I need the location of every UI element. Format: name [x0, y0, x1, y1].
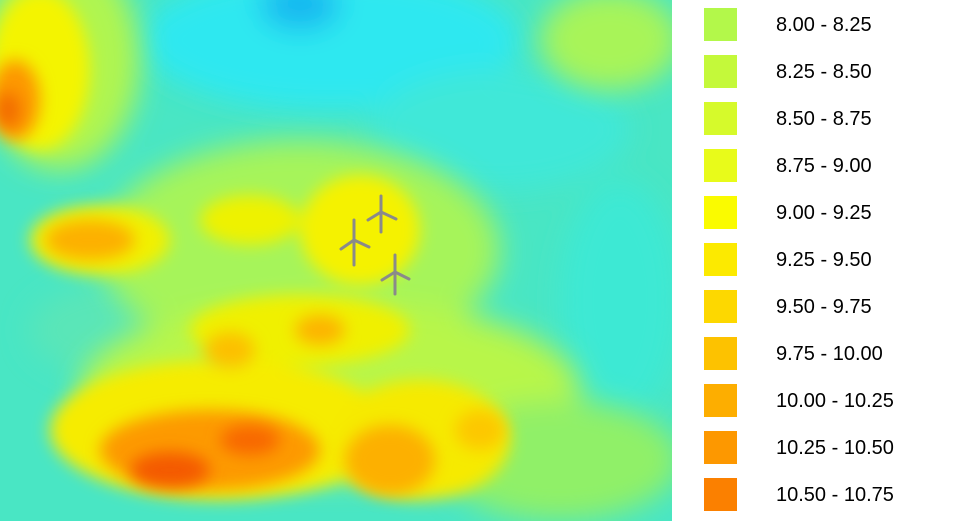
legend-label: 9.25 - 9.50 [776, 249, 872, 271]
legend-swatch [704, 102, 737, 135]
wind-turbine-icon[interactable] [380, 253, 411, 296]
legend-item: 8.00 - 8.25 [704, 8, 964, 42]
legend-label: 8.50 - 8.75 [776, 108, 872, 130]
legend-swatch [704, 8, 737, 41]
legend-swatch [704, 55, 737, 88]
legend-item: 8.75 - 9.00 [704, 149, 964, 183]
legend-item: 9.25 - 9.50 [704, 243, 964, 277]
legend-label: 10.50 - 10.75 [776, 484, 894, 506]
legend-swatch [704, 431, 737, 464]
legend-item: 9.50 - 9.75 [704, 290, 964, 324]
legend-swatch [704, 196, 737, 229]
legend-item: 10.00 - 10.25 [704, 384, 964, 418]
wind-turbine-icon[interactable] [339, 218, 371, 267]
legend-item: 9.75 - 10.00 [704, 337, 964, 371]
map-raster [0, 0, 672, 521]
legend: 8.00 - 8.25 8.25 - 8.50 8.50 - 8.75 8.75… [672, 0, 979, 521]
legend-swatch [704, 243, 737, 276]
legend-swatch [704, 149, 737, 182]
wind-speed-map[interactable] [0, 0, 672, 521]
legend-swatch [704, 290, 737, 323]
legend-label: 10.25 - 10.50 [776, 437, 894, 459]
legend-item: 10.25 - 10.50 [704, 431, 964, 465]
legend-label: 9.00 - 9.25 [776, 202, 872, 224]
wind-turbine-icon[interactable] [366, 194, 398, 234]
legend-label: 8.75 - 9.00 [776, 155, 872, 177]
legend-label: 8.25 - 8.50 [776, 61, 872, 83]
legend-item: 8.50 - 8.75 [704, 102, 964, 136]
legend-label: 8.00 - 8.25 [776, 14, 872, 36]
red-peaks [0, 92, 280, 488]
legend-item: 9.00 - 9.25 [704, 196, 964, 230]
legend-label: 10.00 - 10.25 [776, 390, 894, 412]
legend-swatch [704, 384, 737, 417]
legend-label: 9.50 - 9.75 [776, 296, 872, 318]
legend-swatch [704, 478, 737, 511]
legend-item: 10.50 - 10.75 [704, 478, 964, 512]
legend-label: 9.75 - 10.00 [776, 343, 883, 365]
legend-item: 8.25 - 8.50 [704, 55, 964, 89]
legend-swatch [704, 337, 737, 370]
